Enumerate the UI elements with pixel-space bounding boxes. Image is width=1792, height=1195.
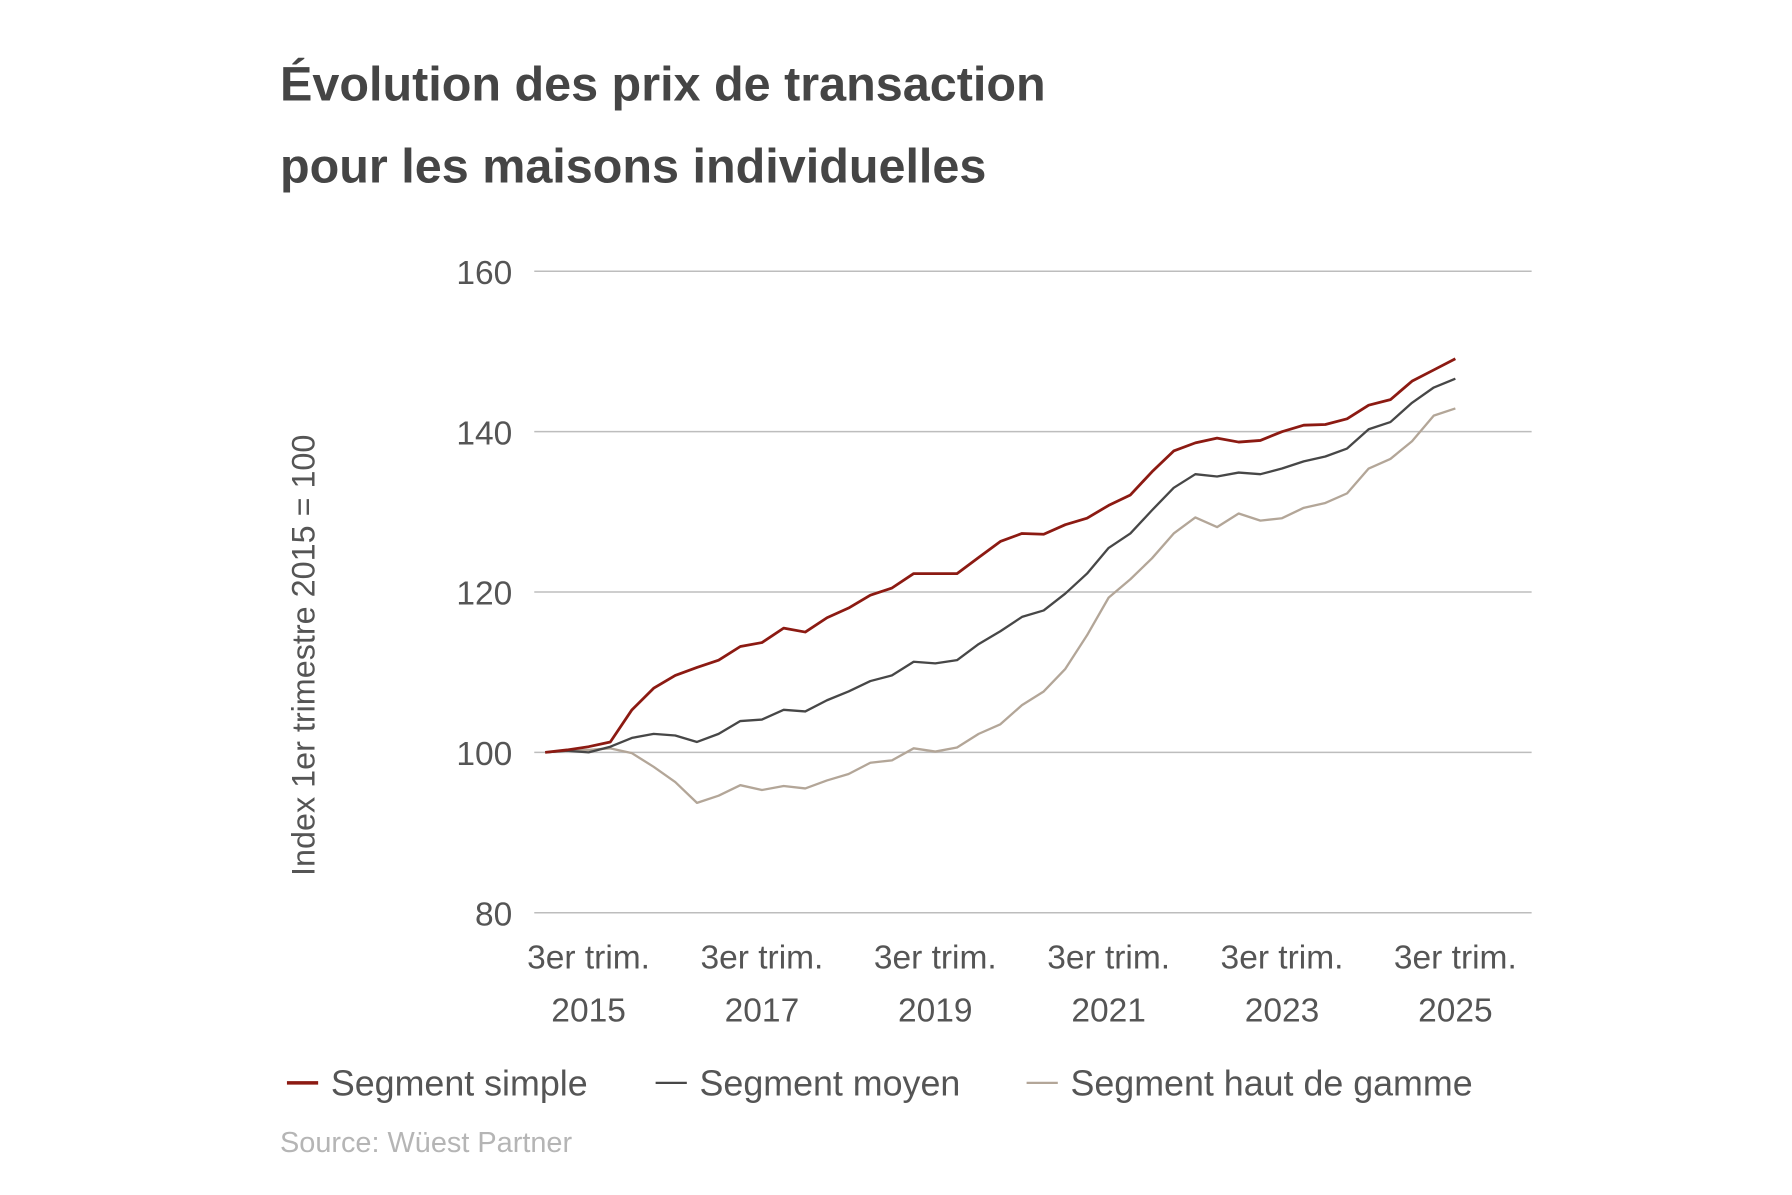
chart-title-line-1: Évolution des prix de transaction [280,58,1046,112]
series-line-segment-moyen [545,377,1456,754]
source-note: Source: Wüest Partner [280,1127,572,1159]
x-tick-label-year: 2025 [1418,993,1493,1030]
y-tick-label: 140 [456,415,512,452]
x-tick-label-year: 2019 [898,993,973,1030]
legend-item: Segment moyen [655,1064,961,1104]
legend-label: Segment haut de gamme [1071,1064,1473,1104]
legend-item: Segment haut de gamme [1026,1064,1473,1104]
y-tick-label: 160 [456,255,512,292]
x-tick-label-year: 2015 [551,993,626,1030]
x-tick-labels: 3er trim. 2015 3er trim. 2017 3er trim. 2019 3… [527,939,1517,1029]
y-tick-label: 100 [456,736,512,773]
legend-item: Segment simple [286,1064,588,1104]
x-tick-label-line1: 3er trim. [1394,939,1517,976]
series-lines [545,357,1457,805]
y-tick-label: 80 [475,896,512,933]
x-tick-label-line1: 3er trim. [701,939,824,976]
gridlines [534,270,1532,914]
x-tick-label-year: 2023 [1245,993,1320,1030]
x-tick-label-line1: 3er trim. [527,939,650,976]
series-line-segment-haut-de-gamme [545,407,1456,805]
x-tick-label-year: 2017 [725,993,800,1030]
y-axis-label: Index 1er trimestre 2015 = 100 [286,435,322,876]
chart-title-line-2: pour les maisons individuelles [280,140,986,194]
x-tick-label-year: 2021 [1071,993,1146,1030]
x-tick-label-line1: 3er trim. [1047,939,1170,976]
series-line-segment-simple [545,357,1457,754]
legend: Segment simple Segment moyen Segment haut … [286,1064,1473,1104]
y-tick-label: 120 [456,576,512,613]
y-tick-labels: 80 100 120 140 160 [456,255,512,933]
x-tick-label-line1: 3er trim. [1221,939,1344,976]
legend-label: Segment simple [331,1064,588,1104]
x-tick-label-line1: 3er trim. [874,939,997,976]
legend-label: Segment moyen [700,1064,961,1104]
